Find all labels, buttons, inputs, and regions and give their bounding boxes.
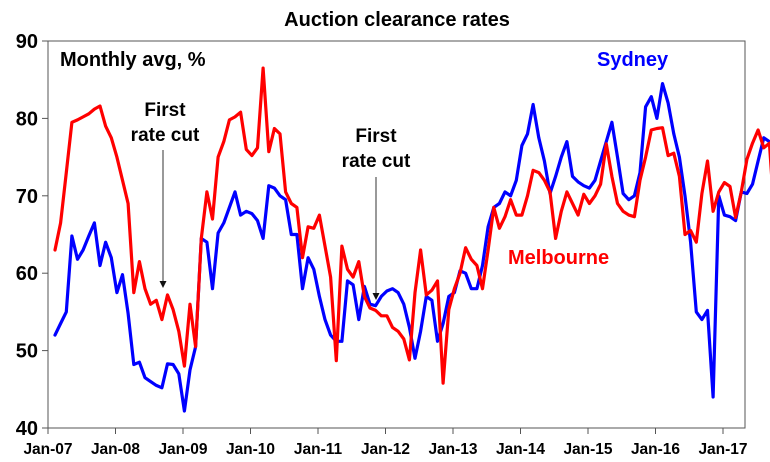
- x-tick-label: Jan-08: [91, 441, 140, 458]
- x-axis: Jan-07 Jan-08 Jan-09 Jan-10 Jan-11 Jan-12 Jan-…: [23, 428, 748, 458]
- subtitle: Monthly avg, %: [60, 49, 206, 71]
- y-tick-label: 50: [16, 341, 38, 363]
- annotation-arrow-head: [372, 293, 380, 300]
- series-line-sydney: [53, 81, 770, 413]
- series-label-melbourne: Melbourne: [508, 247, 609, 269]
- x-tick-label: Jan-12: [361, 441, 410, 458]
- x-tick-label: Jan-10: [226, 441, 275, 458]
- x-tick-label: Jan-13: [428, 441, 477, 458]
- annotation-1-line-2: rate cut: [131, 125, 200, 146]
- x-tick-label: Jan-09: [158, 441, 207, 458]
- y-tick-label: 40: [16, 418, 38, 440]
- plot-border: [47, 40, 746, 429]
- x-tick-label: Jan-14: [496, 441, 545, 458]
- x-tick-label: Jan-17: [698, 441, 747, 458]
- annotation-arrow-head: [159, 281, 167, 288]
- x-tick-label: Jan-07: [23, 441, 72, 458]
- x-tick-label: Jan-11: [294, 441, 343, 458]
- series-line-melbourne: [53, 66, 770, 385]
- annotation-layer: First rate cut First rate cut: [131, 100, 411, 300]
- series-layer: [53, 66, 770, 413]
- x-tick-label: Jan-16: [631, 441, 680, 458]
- plot-frame: [47, 40, 746, 429]
- chart-title: Auction clearance rates: [284, 9, 510, 31]
- y-tick-label: 90: [16, 31, 38, 53]
- series-label-sydney: Sydney: [597, 49, 669, 71]
- annotation-2-line-2: rate cut: [342, 151, 411, 172]
- annotation-2-line-1: First: [355, 126, 397, 147]
- y-tick-label: 70: [16, 186, 38, 208]
- x-tick-label: Jan-15: [563, 441, 612, 458]
- y-tick-label: 60: [16, 263, 38, 285]
- y-axis: 40 50 60 70 80 90: [16, 31, 48, 440]
- y-tick-label: 80: [16, 108, 38, 130]
- annotation-1-line-1: First: [144, 100, 186, 121]
